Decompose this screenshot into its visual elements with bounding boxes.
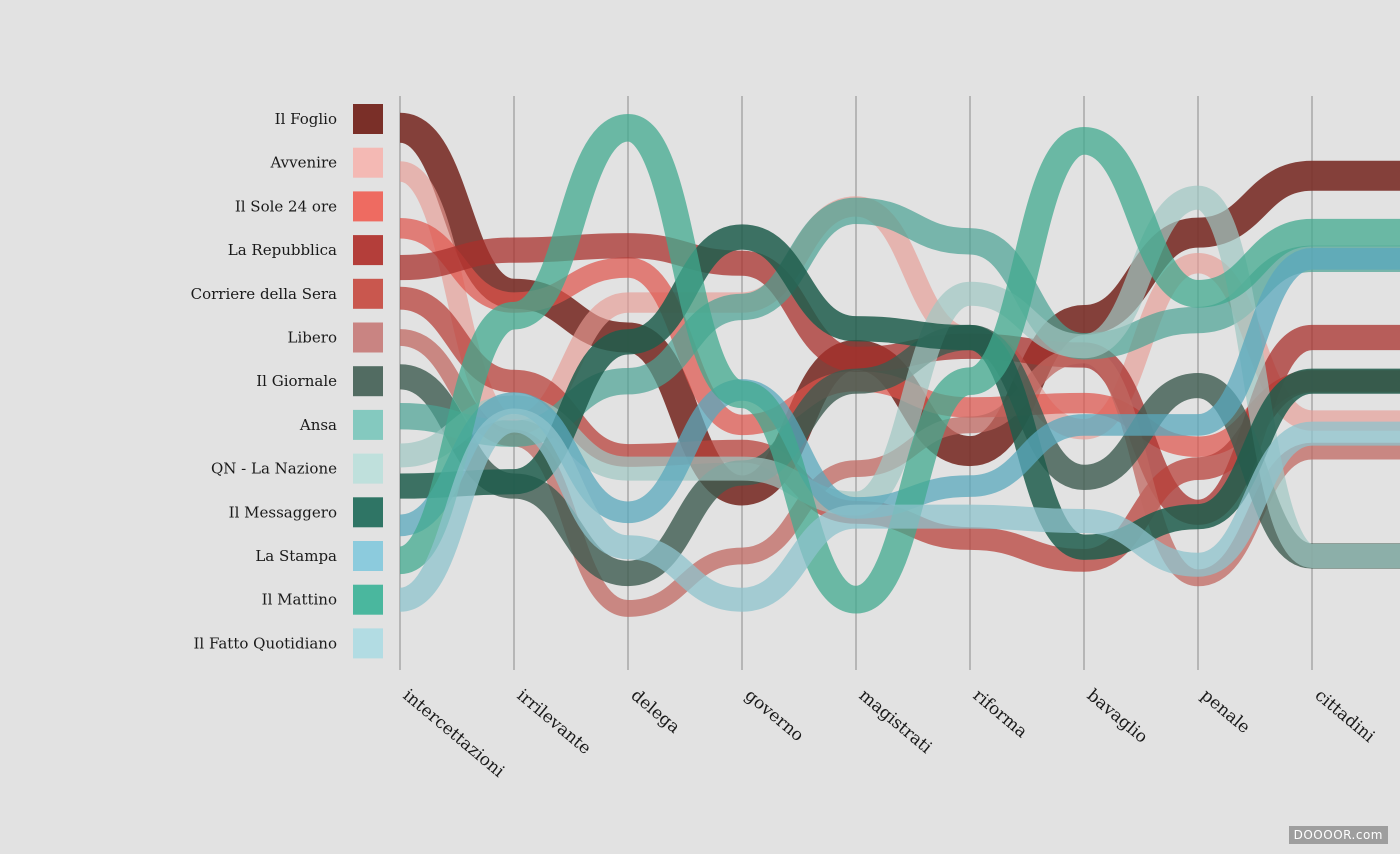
legend-label-corriere-della-sera: Corriere della Sera <box>191 285 337 303</box>
series-band-il-mattino <box>400 113 1400 614</box>
x-label-riforma: riforma <box>969 686 1031 743</box>
watermark: DOOOOR.com <box>1288 826 1388 844</box>
legend-swatch-il-fatto-quotidiano <box>353 628 383 659</box>
series-band-il-fatto-quotidiano <box>400 408 1400 612</box>
legend-swatch-ansa <box>353 409 383 440</box>
legend-swatch-il-mattino <box>353 584 383 615</box>
legend-swatch-il-messaggero <box>353 497 383 528</box>
legend-label-qn-la-nazione: QN - La Nazione <box>211 460 337 478</box>
legend-label-ansa: Ansa <box>299 416 337 434</box>
legend-label-il-messaggero: Il Messaggero <box>229 503 337 521</box>
legend-swatch-la-stampa <box>353 541 383 571</box>
x-label-bavaglio: bavaglio <box>1083 686 1152 748</box>
legend-label-la-stampa: La Stampa <box>255 547 337 565</box>
legend: Il Foglio Avvenire Il Sole 24 ore La Repubb… <box>191 104 383 659</box>
x-label-cittadini: cittadini <box>1311 686 1379 748</box>
x-label-irrilevante: irrilevante <box>513 686 595 759</box>
legend-swatch-la-repubblica <box>353 235 383 266</box>
x-label-magistrati: magistrati <box>855 686 936 759</box>
legend-swatch-qn-la-nazione <box>353 453 383 484</box>
x-axis-labels: intercettazioni irrilevante delega governo m… <box>399 686 1379 783</box>
series-bands <box>400 112 1400 617</box>
legend-label-avvenire: Avvenire <box>269 154 337 172</box>
legend-label-il-mattino: Il Mattino <box>262 591 337 609</box>
legend-label-il-sole-24-ore: Il Sole 24 ore <box>235 197 337 215</box>
legend-swatch-libero <box>353 322 383 353</box>
legend-swatch-il-giornale <box>353 366 383 397</box>
legend-swatch-il-sole-24-ore <box>353 191 383 222</box>
legend-label-la-repubblica: La Repubblica <box>228 241 337 259</box>
series-band-qn-la-nazione <box>400 185 1400 568</box>
legend-label-il-foglio: Il Foglio <box>275 110 337 128</box>
x-label-governo: governo <box>741 686 808 746</box>
x-label-intercettazioni: intercettazioni <box>399 686 509 783</box>
x-label-delega: delega <box>627 686 684 738</box>
series-band-il-messaggero <box>400 224 1400 560</box>
legend-swatch-avvenire <box>353 147 383 178</box>
legend-label-il-fatto-quotidiano: Il Fatto Quotidiano <box>193 634 337 652</box>
legend-label-il-giornale: Il Giornale <box>256 372 337 390</box>
legend-swatch-corriere-della-sera <box>353 278 383 309</box>
legend-label-libero: Libero <box>288 329 337 347</box>
x-label-penale: penale <box>1197 686 1254 738</box>
legend-swatch-il-foglio <box>353 104 383 134</box>
